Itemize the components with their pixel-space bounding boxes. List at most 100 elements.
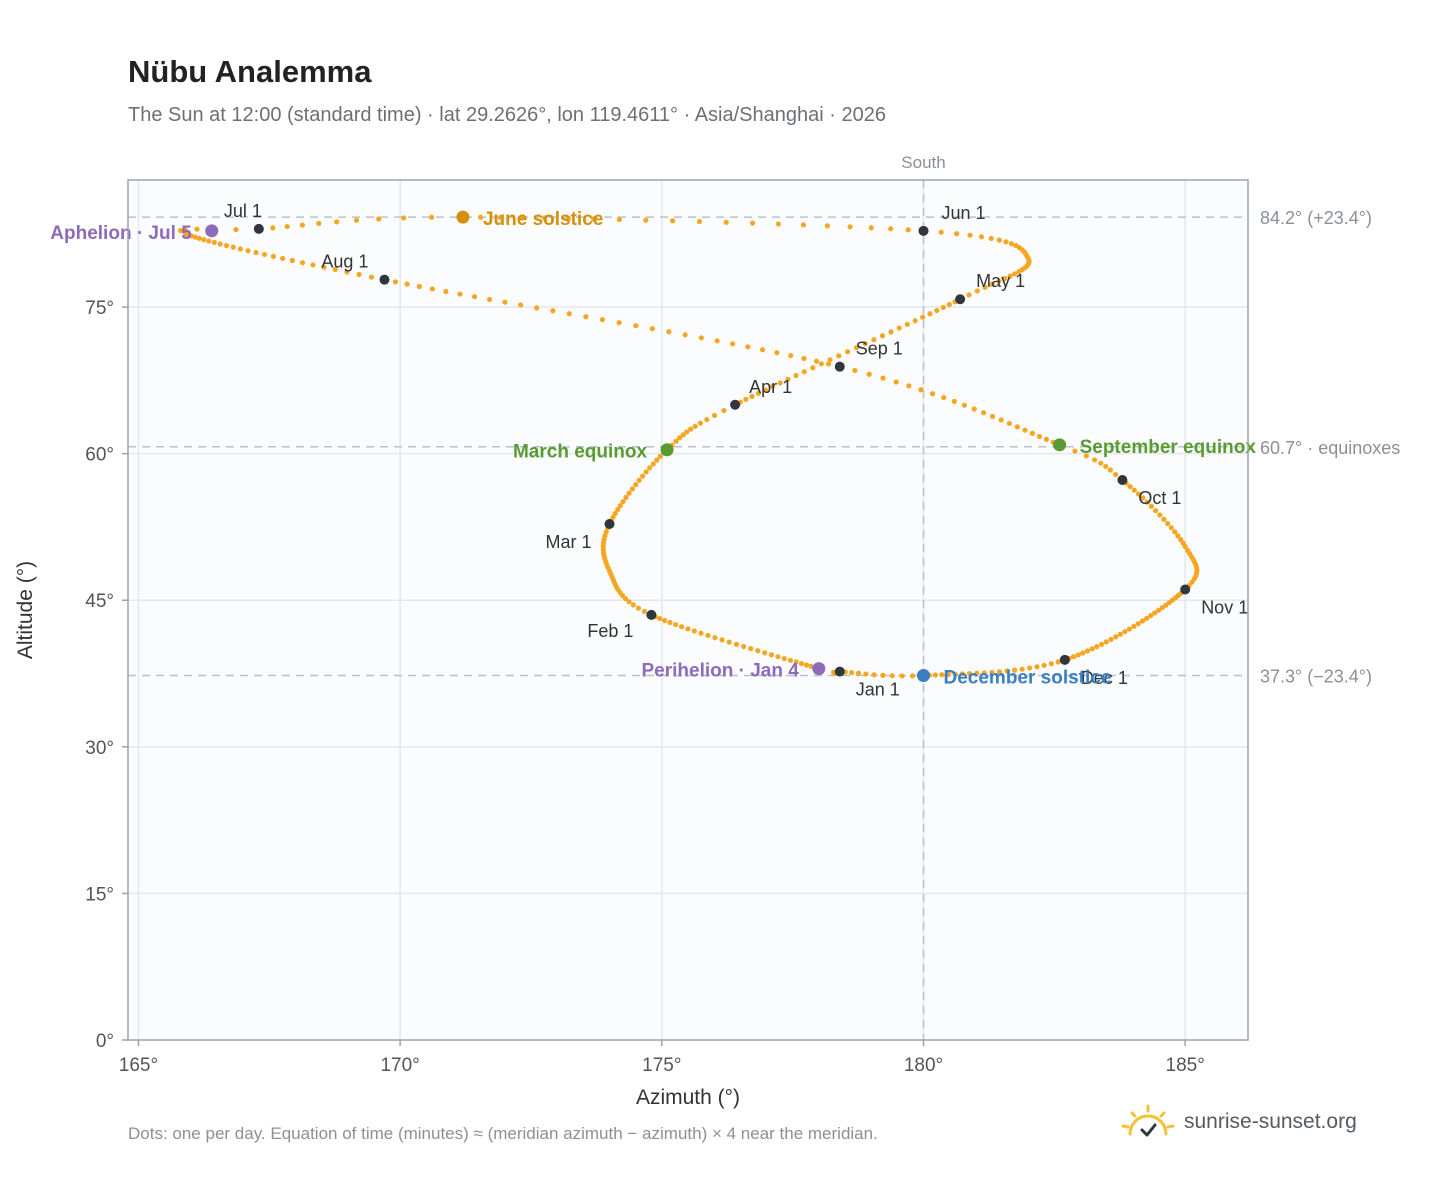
daily-dot [640,473,646,479]
daily-dot [626,599,632,605]
daily-dot [698,630,704,636]
daily-dot [457,291,463,297]
month-marker [253,223,264,234]
month-marker-label: Jun 1 [942,203,986,223]
daily-dot [723,219,729,225]
event-marker [917,668,931,682]
daily-dot [1159,605,1165,611]
daily-dot [1103,463,1109,470]
daily-dot [787,657,793,663]
daily-dot [893,379,899,385]
event-markers: March equinox June solstice September equi… [50,209,1256,688]
daily-dot [497,214,503,221]
daily-dot [534,305,540,311]
daily-dot [1004,668,1010,674]
month-marker [379,274,390,285]
event-marker [812,662,826,676]
daily-dot [1144,615,1150,621]
daily-dot [945,671,952,678]
daily-dot [1126,626,1132,632]
daily-dot [1094,644,1100,650]
daily-dot [633,482,639,488]
month-marker [834,666,845,677]
daily-dot [617,503,623,509]
y-tick-label: 15° [85,884,114,905]
daily-dot [478,214,484,220]
month-marker [955,294,966,305]
x-tick-label: 175° [642,1055,681,1076]
brand-logo[interactable]: sunrise-sunset.org [1120,1104,1357,1140]
daily-dot [1117,631,1123,637]
daily-dot [855,670,862,676]
daily-dot [775,654,781,660]
daily-dot [982,284,988,290]
chart-title: Nübu Analemma [128,54,372,89]
daily-dot [541,215,547,221]
daily-dot [1055,659,1061,665]
sun-logo-icon [1121,1104,1175,1137]
daily-dot [762,650,768,656]
daily-dot [1012,271,1018,277]
daily-dot [803,662,810,668]
daily-dot [801,355,807,362]
daily-dot [889,673,895,679]
daily-dot [1089,646,1095,652]
daily-dot [237,246,243,252]
month-marker-label: Aug 1 [321,252,368,272]
daily-dot [612,510,618,517]
daily-dot [401,215,407,221]
daily-dot [800,222,807,228]
daily-dot [623,494,629,500]
daily-dot [321,264,327,270]
daily-dot [880,375,886,381]
daily-dot [1083,453,1089,459]
daily-dot [590,216,597,222]
month-marker [604,519,615,529]
daily-dot [989,281,995,287]
month-marker-label: Mar 1 [545,532,591,552]
daily-dot [620,498,626,505]
daily-dot [1122,629,1128,635]
daily-dot [719,637,725,643]
daily-dot [518,215,525,221]
event-marker-label: Perihelion · Jan 4 [642,661,800,682]
daily-dot [177,228,184,234]
brand-name: sunrise-sunset.org [1184,1110,1357,1133]
daily-dot [759,347,766,353]
daily-dot [616,216,622,223]
month-marker-label: May 1 [976,271,1025,291]
daily-dot [1098,460,1104,466]
x-tick-label: 170° [380,1055,419,1076]
daily-dot [1036,433,1043,440]
daily-dot [879,333,886,339]
daily-dot [905,227,911,233]
event-marker-label: June solstice [483,209,603,230]
daily-dot [934,307,940,314]
daily-dot [217,241,223,247]
daily-dot [1189,579,1195,585]
daily-dot [261,251,268,258]
daily-dot [1144,499,1150,505]
daily-dot [1172,529,1178,535]
daily-dot [316,220,322,227]
month-marker-label: Jul 1 [224,201,262,221]
daily-dot [289,257,295,264]
daily-dot [636,477,642,483]
daily-dot [626,490,632,496]
daily-dot [1148,612,1154,619]
daily-dot [1034,664,1040,670]
daily-dot [813,358,820,364]
daily-dot [750,220,756,226]
daily-dot [825,361,832,367]
daily-dot [711,412,718,419]
daily-dot [194,226,200,232]
daily-dot [929,391,936,397]
daily-dot [978,234,985,240]
daily-dot [1131,487,1137,493]
daily-dot [862,341,868,347]
x-tick-label: 185° [1166,1055,1205,1076]
y-tick-label: 45° [85,591,114,612]
daily-dot [429,286,435,292]
daily-dot [599,317,606,323]
daily-dot [871,337,877,343]
